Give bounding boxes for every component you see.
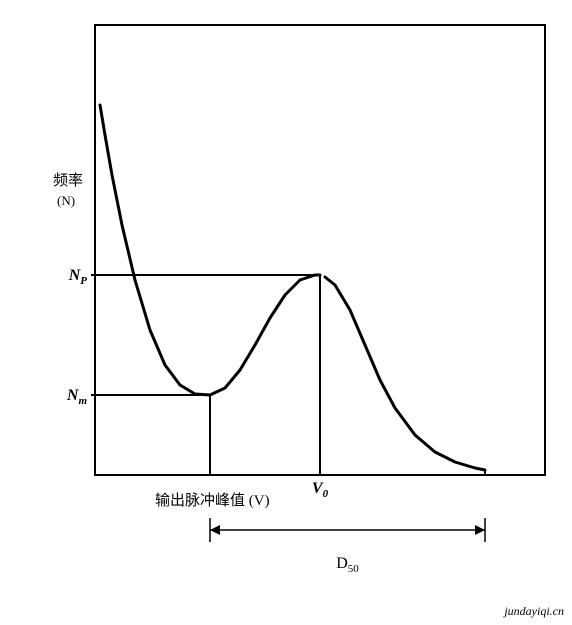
y-tick-label: NP <box>68 267 88 287</box>
d50-arrow-left <box>210 525 220 535</box>
curve-left <box>100 105 320 395</box>
curve-right <box>325 277 485 470</box>
y-axis-label-sub: (N) <box>57 193 75 208</box>
watermark-text: jundayiqi.cn <box>504 604 564 619</box>
x-axis-label: 输出脉冲峰值 (V) <box>155 492 270 509</box>
x-tick-label: V0 <box>312 480 329 500</box>
d50-arrow-right <box>475 525 485 535</box>
y-axis-label: 频率 <box>53 172 83 189</box>
d50-label: D50 <box>336 555 359 575</box>
y-tick-label: Nm <box>66 387 88 407</box>
